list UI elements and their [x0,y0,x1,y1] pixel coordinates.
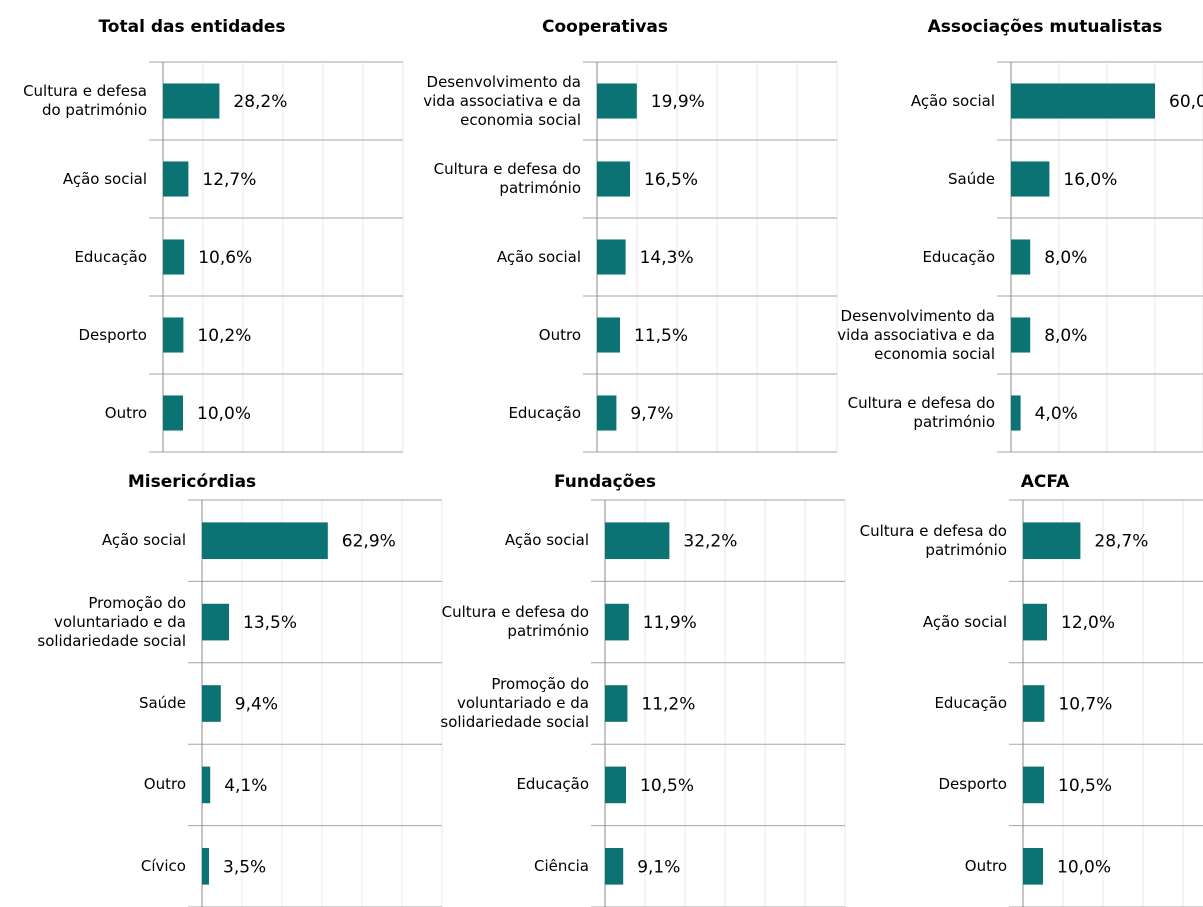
value-label: 10,0% [1057,857,1111,877]
value-label: 16,0% [1063,170,1117,190]
chart-title: Total das entidades [98,17,286,37]
value-label: 10,5% [640,776,694,796]
category-label: Saúde [139,693,186,712]
value-label: 10,6% [198,248,252,268]
value-label: 28,2% [233,92,287,112]
value-label: 9,7% [630,404,673,424]
value-label: 28,7% [1094,532,1148,552]
bar [597,161,630,197]
bar [597,395,617,431]
value-label: 10,2% [197,326,251,346]
value-label: 10,7% [1058,695,1112,715]
category-label: Desporto [938,775,1007,794]
category-label: Promoção do voluntariado e da solidaried… [440,674,589,731]
category-label: Educação [934,693,1007,712]
bar [202,685,221,722]
bar [202,766,211,804]
value-label: 13,5% [243,613,297,633]
category-label: Ação social [101,531,186,550]
chart-title: Fundações [553,472,657,492]
category-label: Outro [538,325,581,344]
value-label: 19,9% [651,92,705,112]
bar [163,239,185,275]
chart-title: Misericórdias [127,472,257,492]
bar [1023,847,1043,885]
value-label: 4,0% [1035,404,1078,424]
bar [597,317,620,353]
category-label: Educação [508,403,581,422]
value-label: 60,0% [1169,92,1203,112]
chart-title: Associações mutualistas [927,17,1163,37]
bar [1011,395,1021,431]
chart-title: ACFA [1020,472,1070,492]
category-label: Educação [516,775,589,794]
bar [1023,522,1081,560]
bar [202,847,209,885]
value-label: 16,5% [644,170,698,190]
bar [1023,685,1045,722]
bar [163,317,184,353]
value-label: 11,5% [634,326,688,346]
category-label: Ação social [496,247,581,266]
value-label: 10,5% [1058,776,1112,796]
value-label: 12,0% [1061,613,1115,633]
bar [605,766,626,804]
value-label: 11,2% [641,695,695,715]
value-label: 11,9% [643,613,697,633]
category-label: Cultura e defesa do património [433,160,581,197]
category-label: Saúde [948,169,995,188]
category-label: Educação [922,247,995,266]
category-label: Desenvolvimento da vida associativa e da… [837,306,995,363]
value-label: 9,4% [235,695,278,715]
value-label: 4,1% [224,776,267,796]
category-label: Outro [964,856,1007,875]
value-label: 3,5% [223,857,266,877]
bar [1011,83,1155,119]
category-label: Promoção do voluntariado e da solidaried… [37,593,186,650]
value-label: 12,7% [202,170,256,190]
category-label: Ação social [910,91,995,110]
category-label: Ação social [504,531,589,550]
chart-title: Cooperativas [541,17,669,37]
bar [597,83,637,119]
value-label: 62,9% [342,532,396,552]
category-label: Cultura e defesa do património [847,394,995,431]
bar [1023,603,1047,641]
value-label: 8,0% [1044,248,1087,268]
category-label: Educação [74,247,147,266]
value-label: 9,1% [637,857,680,877]
category-label: Cultura e defesa do património [859,521,1007,559]
bar [1011,317,1031,353]
category-label: Outro [104,403,147,422]
bar [202,603,229,641]
bar [163,161,189,197]
bar [1011,239,1031,275]
category-label: Ação social [922,612,1007,631]
category-label: Desenvolvimento da vida associativa e da… [423,72,581,129]
category-label: Desporto [78,325,147,344]
value-label: 10,0% [197,404,251,424]
category-label: Cívico [140,856,186,875]
bar [163,83,220,119]
category-label: Ciência [534,856,589,875]
value-label: 8,0% [1044,326,1087,346]
bar [597,239,626,275]
bar [202,522,328,560]
value-label: 14,3% [640,248,694,268]
category-label: Cultura e defesa do património [441,603,589,641]
category-label: Outro [143,775,186,794]
category-label: Cultura e defesa do património [23,82,147,119]
bar [605,847,624,885]
bar [163,395,183,431]
bar [605,685,628,722]
bar [605,522,670,560]
bar [605,603,629,641]
value-label: 32,2% [683,532,737,552]
bar [1023,766,1044,804]
bar [1011,161,1050,197]
category-label: Ação social [62,169,147,188]
